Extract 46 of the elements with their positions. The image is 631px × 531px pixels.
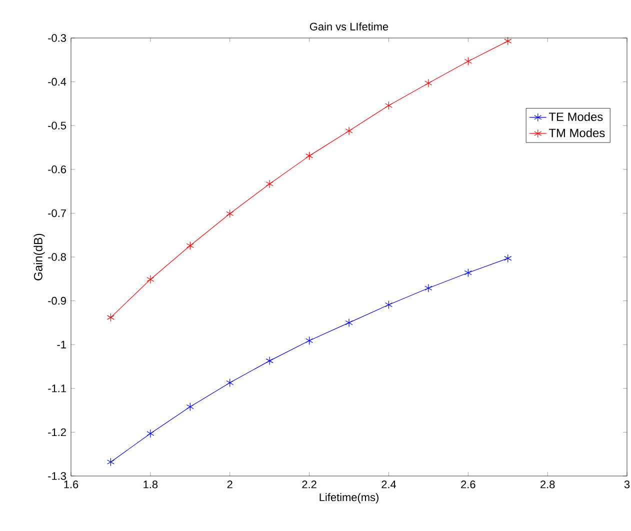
y-tick-label: -0.9: [48, 296, 66, 305]
x-tick-label: 2.2: [302, 480, 316, 488]
chart-title: Gain vs LIfetime: [310, 22, 388, 30]
y-tick-label: -1.1: [48, 384, 66, 392]
x-tick-label: 2.8: [540, 480, 555, 488]
point: [186, 241, 194, 250]
point: [424, 284, 432, 292]
point: [106, 458, 114, 466]
point: [464, 56, 472, 66]
x-tick-label: 1.6: [64, 480, 78, 488]
point: [504, 254, 512, 263]
legend-label: TM Modes: [548, 128, 605, 138]
point: [146, 429, 154, 438]
point: [306, 152, 314, 160]
y-tick-label: -0.3: [48, 34, 66, 42]
x-tick-label: 3: [624, 480, 630, 488]
point: [306, 336, 314, 345]
x-tick-label: 2: [227, 480, 232, 488]
point: [186, 402, 194, 412]
point: [384, 101, 392, 110]
point: [146, 275, 154, 284]
y-tick-label: -0.4: [48, 78, 66, 86]
x-axis-title: Lifetime(ms): [320, 493, 378, 504]
x-tick-label: 1.8: [144, 480, 158, 488]
y-tick-label: -0.7: [48, 209, 66, 218]
y-tick-label: -1.3: [48, 472, 66, 480]
y-axis-title: Gain(dB): [34, 234, 45, 280]
legend-label: TE Modes: [548, 112, 603, 122]
point: [266, 356, 274, 366]
x-tick-label: 2.4: [382, 480, 396, 488]
point: [345, 126, 353, 136]
point: [226, 378, 234, 388]
y-tick-label: -0.6: [48, 166, 66, 174]
x-tick-label: 2.6: [461, 480, 476, 488]
point: [345, 318, 353, 327]
y-tick-label: -0.8: [48, 253, 66, 261]
y-tick-label: -1.2: [48, 428, 66, 436]
point: [226, 209, 234, 218]
point: [504, 36, 512, 46]
point: [424, 78, 432, 88]
point: [464, 268, 472, 278]
point: [106, 313, 114, 322]
point: [266, 180, 274, 188]
y-tick-label: -0.5: [48, 122, 66, 130]
point: [384, 300, 392, 310]
y-tick-label: -1: [57, 340, 66, 348]
